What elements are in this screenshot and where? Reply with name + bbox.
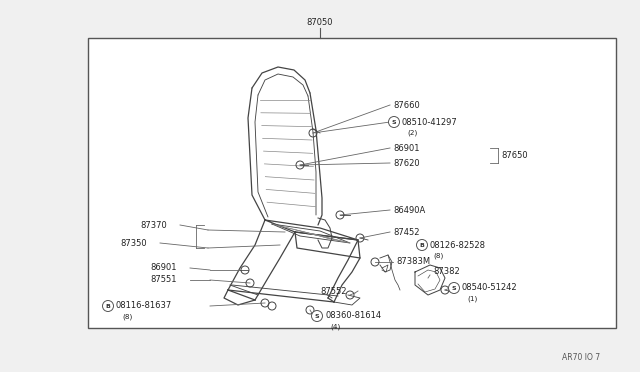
Text: 87370: 87370 [140, 221, 167, 230]
Text: S: S [392, 119, 396, 125]
Text: 87382: 87382 [433, 267, 460, 276]
Circle shape [417, 240, 428, 250]
Text: (2): (2) [407, 130, 417, 136]
Text: 87383M: 87383M [396, 257, 430, 266]
Text: (4): (4) [330, 324, 340, 330]
Text: S: S [315, 314, 319, 318]
Text: 87650: 87650 [501, 151, 527, 160]
Text: 08360-81614: 08360-81614 [325, 311, 381, 321]
Text: 87452: 87452 [393, 228, 419, 237]
Circle shape [312, 311, 323, 321]
Text: 86490A: 86490A [393, 205, 425, 215]
Text: 87551: 87551 [150, 276, 177, 285]
Text: B: B [420, 243, 424, 247]
Text: 87620: 87620 [393, 158, 420, 167]
Text: 08510-41297: 08510-41297 [402, 118, 458, 126]
Text: (8): (8) [433, 253, 444, 259]
Circle shape [102, 301, 113, 311]
FancyBboxPatch shape [88, 38, 616, 328]
Text: S: S [452, 285, 456, 291]
Text: 86901: 86901 [150, 263, 177, 273]
Text: 08540-51242: 08540-51242 [462, 283, 518, 292]
Text: 08126-82528: 08126-82528 [430, 241, 486, 250]
Text: (1): (1) [467, 296, 477, 302]
Circle shape [388, 116, 399, 128]
Text: 87552: 87552 [320, 286, 346, 295]
Text: B: B [106, 304, 111, 308]
Circle shape [449, 282, 460, 294]
Text: 08116-81637: 08116-81637 [116, 301, 172, 311]
Text: (8): (8) [122, 314, 132, 320]
Text: 87350: 87350 [120, 238, 147, 247]
Text: 87050: 87050 [307, 17, 333, 26]
Text: 87660: 87660 [393, 100, 420, 109]
Text: AR70 IO 7: AR70 IO 7 [562, 353, 600, 362]
Text: 86901: 86901 [393, 144, 419, 153]
